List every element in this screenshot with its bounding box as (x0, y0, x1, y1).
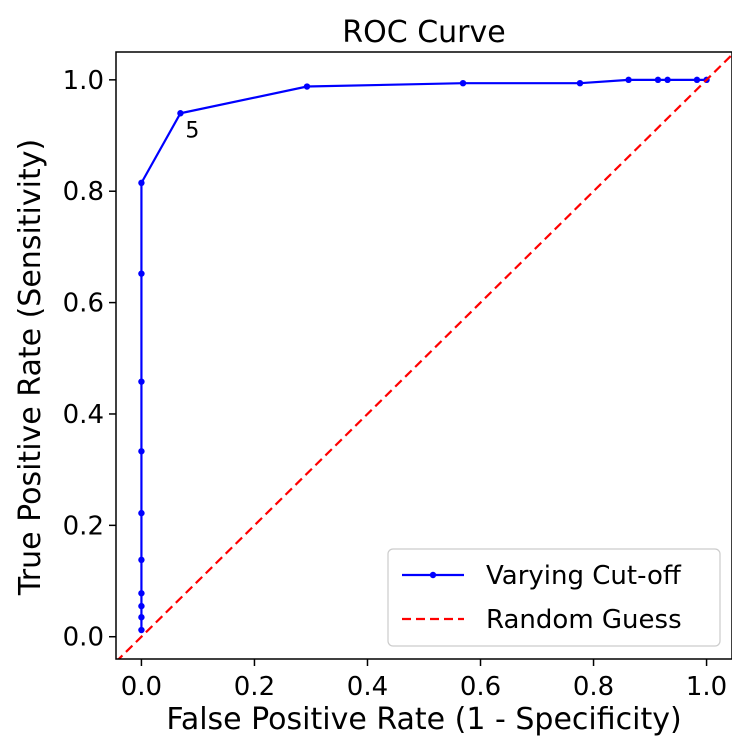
data-point (138, 270, 145, 277)
y-tick-label: 0.0 (63, 623, 104, 653)
legend: Varying Cut-off Random Guess (387, 548, 721, 647)
x-tick-label: 0.4 (347, 672, 388, 702)
x-tick-label: 0.2 (234, 672, 275, 702)
random-guess-line (117, 54, 732, 659)
data-point (303, 83, 311, 90)
y-tick-label: 0.4 (63, 400, 104, 430)
x-tick-label: 0.8 (573, 672, 614, 702)
legend-box (387, 548, 721, 647)
plot-frame (115, 51, 732, 660)
point-annotation: 5 (185, 118, 199, 143)
y-tick-label: 0.8 (63, 177, 104, 207)
legend-label: Random Guess (486, 605, 682, 635)
data-point (693, 76, 701, 84)
data-point (664, 76, 671, 84)
x-tick-label: 0.0 (121, 672, 162, 702)
x-tick-label: 1.0 (686, 672, 727, 702)
data-point (576, 79, 584, 87)
data-point (177, 110, 184, 117)
y-tick-label: 0.2 (63, 511, 104, 541)
data-point (138, 602, 145, 610)
plot-area: 0.0 0.2 0.4 0.6 0.8 1.0 0.0 0.2 0.4 0.6 0.8 1.0 5 (63, 51, 732, 702)
data-point (138, 626, 145, 634)
data-point (138, 614, 145, 621)
x-tick-label: 0.6 (460, 672, 501, 702)
data-point (138, 509, 145, 517)
data-point (138, 590, 145, 597)
chart-title: ROC Curve (342, 15, 505, 50)
data-point (625, 76, 632, 84)
series-layer (117, 54, 732, 659)
data-point (138, 556, 145, 564)
data-point (138, 448, 145, 455)
legend-marker (429, 571, 437, 579)
legend-label: Varying Cut-off (486, 561, 682, 591)
data-point (138, 179, 145, 187)
data-point (654, 76, 662, 84)
y-axis-label: True Positive Rate (Sensitivity) (13, 139, 48, 596)
x-axis-label: False Positive Rate (1 - Specificity) (166, 702, 681, 736)
data-point (459, 79, 467, 87)
y-tick-label: 0.6 (63, 289, 104, 319)
varying-cut-off-line (140, 78, 707, 631)
y-tick-label: 1.0 (63, 66, 104, 96)
data-point (138, 378, 145, 385)
